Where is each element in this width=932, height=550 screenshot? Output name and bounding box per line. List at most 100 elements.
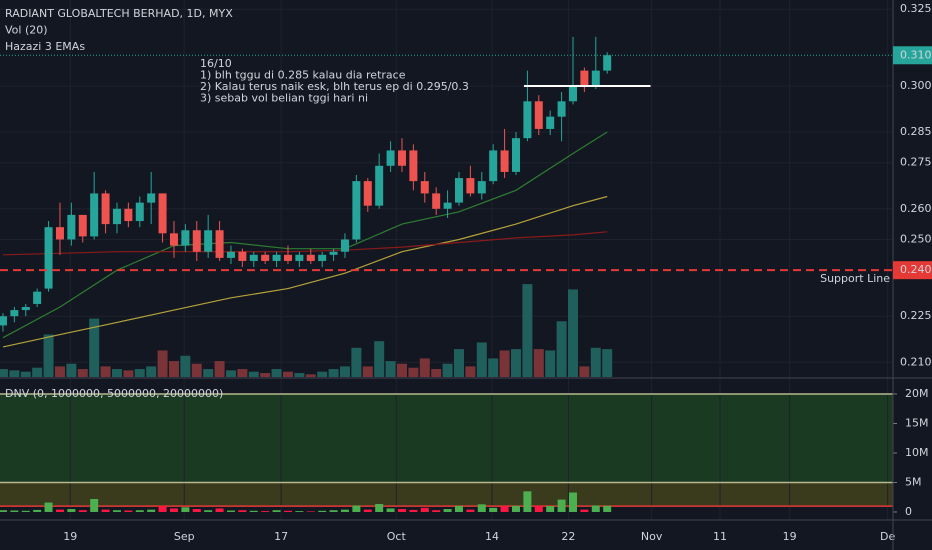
dnv-bar bbox=[21, 510, 30, 512]
x-tick-label: Sep bbox=[174, 530, 195, 543]
dnv-bar bbox=[101, 509, 110, 512]
dnv-bar bbox=[158, 506, 167, 512]
volume-bar bbox=[305, 374, 316, 377]
volume-bar bbox=[146, 366, 157, 377]
dnv-bar bbox=[55, 509, 64, 512]
volume-bar bbox=[294, 373, 305, 377]
dnv-bar bbox=[511, 505, 520, 512]
volume-bar bbox=[567, 289, 578, 377]
candle-body bbox=[534, 101, 543, 129]
volume-bar bbox=[54, 366, 65, 377]
x-tick-label: 11 bbox=[713, 530, 727, 543]
candle-body bbox=[112, 208, 121, 225]
volume-bar bbox=[134, 369, 145, 377]
candle-body bbox=[249, 254, 258, 261]
candle-body bbox=[603, 55, 612, 71]
candle-body bbox=[158, 193, 167, 234]
dnv-bar bbox=[489, 507, 498, 512]
dnv-bar bbox=[546, 506, 555, 512]
dnv-bar bbox=[409, 509, 418, 512]
candle-body bbox=[215, 230, 224, 258]
dnv-bar bbox=[124, 510, 133, 512]
volume-bar bbox=[317, 371, 328, 377]
candle-body bbox=[489, 150, 498, 182]
volume-bar bbox=[545, 350, 556, 377]
header-text: Hazazi 3 EMAs bbox=[5, 40, 85, 53]
candle-body bbox=[238, 251, 247, 261]
dnv-bar bbox=[318, 510, 327, 512]
candle-body bbox=[397, 150, 406, 166]
volume-bar bbox=[43, 334, 54, 377]
candle-body bbox=[454, 178, 463, 203]
candle-body bbox=[409, 150, 418, 182]
dnv-bar bbox=[238, 510, 247, 512]
volume-bar bbox=[123, 370, 134, 377]
volume-bar bbox=[248, 371, 259, 377]
candle-body bbox=[580, 70, 589, 86]
dnv-bar bbox=[443, 509, 452, 512]
candle-body bbox=[44, 227, 53, 289]
dnv-band bbox=[0, 482, 893, 507]
volume-bar bbox=[590, 347, 601, 377]
candle-body bbox=[0, 316, 7, 326]
x-tick-label: De bbox=[880, 530, 895, 543]
dnv-bar bbox=[420, 507, 429, 512]
dnv-bar bbox=[283, 510, 292, 512]
dnv-bar bbox=[329, 510, 338, 512]
y-tick-label: 10M bbox=[905, 446, 929, 459]
volume-bar bbox=[89, 318, 100, 377]
header-text: RADIANT GLOBALTECH BERHAD, 1D, MYX bbox=[5, 7, 233, 20]
volume-bar bbox=[9, 370, 20, 377]
candle-body bbox=[181, 230, 190, 246]
candle-body bbox=[295, 254, 304, 261]
dnv-bar bbox=[181, 507, 190, 512]
candle-body bbox=[443, 202, 452, 209]
volume-bar bbox=[180, 355, 191, 377]
candle-body bbox=[33, 291, 42, 304]
x-tick-label: 14 bbox=[485, 530, 499, 543]
candle-body bbox=[204, 230, 213, 252]
candle-body bbox=[329, 251, 338, 255]
last-price-label: 0.310 bbox=[900, 48, 932, 61]
dnv-bar bbox=[580, 509, 589, 512]
dnv-bar bbox=[112, 510, 121, 512]
candle-body bbox=[10, 310, 19, 317]
dnv-bar bbox=[78, 510, 87, 512]
candle-body bbox=[340, 239, 349, 252]
candle-body bbox=[386, 150, 395, 166]
ema-line bbox=[2, 195, 608, 348]
dnv-bar bbox=[534, 505, 543, 512]
volume-bar bbox=[408, 367, 419, 377]
y-tick-label: 0.225 bbox=[900, 309, 932, 322]
volume-bar bbox=[237, 369, 248, 377]
candle-body bbox=[226, 251, 235, 258]
candle-body bbox=[546, 116, 555, 129]
volume-bar bbox=[465, 366, 476, 377]
candle-body bbox=[511, 138, 520, 172]
dnv-bar bbox=[557, 499, 566, 512]
candle-body bbox=[261, 254, 270, 261]
dnv-bar bbox=[340, 509, 349, 512]
candle-body bbox=[272, 254, 281, 261]
volume-bar bbox=[602, 349, 613, 377]
candle-body bbox=[169, 233, 178, 246]
support-price-box bbox=[893, 261, 932, 280]
y-tick-label: 0.210 bbox=[900, 355, 932, 368]
dnv-bar bbox=[454, 505, 463, 512]
dnv-bar bbox=[466, 509, 475, 512]
candle-body bbox=[306, 254, 315, 261]
volume-bar bbox=[510, 349, 521, 377]
candle-body bbox=[318, 254, 327, 261]
y-tick-label: 0.325 bbox=[900, 2, 932, 15]
dnv-bar bbox=[386, 508, 395, 512]
dnv-bar bbox=[432, 510, 441, 512]
candle-body bbox=[375, 165, 384, 206]
volume-bar bbox=[419, 358, 430, 377]
volume-bar bbox=[260, 373, 271, 377]
volume-bar bbox=[77, 369, 88, 377]
volume-bar bbox=[225, 370, 236, 377]
y-tick-label: 0.275 bbox=[900, 156, 932, 169]
dnv-bar bbox=[272, 510, 281, 512]
dnv-bar bbox=[477, 504, 486, 512]
